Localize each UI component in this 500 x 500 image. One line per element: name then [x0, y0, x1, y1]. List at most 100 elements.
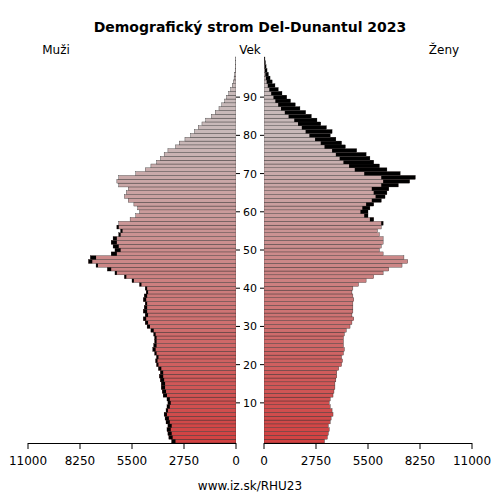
excess-women	[360, 210, 368, 214]
bar-men	[155, 351, 236, 355]
tick	[236, 326, 240, 327]
tick	[260, 250, 264, 251]
bar-women	[264, 294, 353, 298]
bar-men	[117, 225, 236, 229]
bar-men	[111, 252, 236, 256]
bar-men	[136, 214, 236, 218]
excess-men	[157, 355, 159, 359]
excess-men	[89, 260, 93, 264]
bar-men	[143, 309, 236, 313]
bar-men	[235, 61, 236, 65]
bar-women	[264, 279, 366, 283]
bar-men	[162, 389, 236, 393]
bar-women	[264, 61, 265, 65]
bar-women	[264, 202, 374, 206]
bar-women	[264, 111, 306, 115]
tick-label: 11000	[453, 454, 491, 468]
excess-women	[366, 202, 374, 206]
bar-men	[145, 286, 236, 290]
bar-women	[264, 256, 404, 260]
bar-women	[264, 214, 368, 218]
bar-men	[145, 302, 236, 306]
bar-men	[115, 248, 236, 252]
bar-women	[264, 198, 381, 202]
bar-women	[264, 302, 353, 306]
excess-men	[155, 336, 157, 340]
tick	[316, 443, 317, 449]
excess-men	[155, 351, 157, 355]
excess-women	[336, 153, 366, 157]
tick-label: 8250	[65, 454, 96, 468]
excess-women	[372, 198, 381, 202]
bar-men	[144, 294, 236, 298]
tick-label: 80	[243, 129, 257, 142]
excess-women	[381, 175, 415, 179]
bar-women	[264, 195, 385, 199]
bar-men	[145, 168, 236, 172]
excess-women	[364, 172, 400, 176]
excess-women	[370, 218, 374, 222]
excess-women	[268, 84, 275, 88]
bar-women	[264, 244, 381, 248]
excess-men	[166, 420, 170, 424]
tick	[236, 211, 240, 212]
bar-women	[264, 347, 344, 351]
bar-women	[264, 114, 311, 118]
bar-men	[96, 263, 236, 267]
tick	[260, 97, 264, 98]
excess-men	[154, 332, 156, 336]
bar-men	[168, 432, 236, 436]
tick	[260, 364, 264, 365]
tick-label: 8250	[405, 454, 436, 468]
excess-men	[159, 374, 163, 378]
bar-women	[264, 164, 379, 168]
bar-men	[107, 267, 236, 271]
bar-men	[167, 405, 236, 409]
bar-women	[264, 103, 295, 107]
bar-women	[264, 332, 344, 336]
bar-women	[264, 355, 342, 359]
excess-women	[273, 95, 286, 99]
excess-men	[147, 325, 150, 329]
bar-women	[264, 130, 332, 134]
bar-men	[163, 393, 236, 397]
bar-men	[198, 126, 236, 130]
bar-men	[157, 363, 236, 367]
excess-men	[115, 271, 117, 275]
excess-men	[132, 279, 134, 283]
excess-men	[115, 248, 121, 252]
excess-men	[165, 416, 169, 420]
excess-women	[376, 195, 385, 199]
bar-men	[166, 409, 236, 413]
bar-men	[154, 344, 236, 348]
tick-label: 0	[232, 454, 240, 468]
tick	[420, 443, 421, 449]
bar-women	[264, 321, 352, 325]
excess-men	[143, 298, 146, 302]
excess-men	[164, 412, 167, 416]
bar-women	[264, 275, 374, 279]
bar-women	[264, 145, 345, 149]
bar-women	[264, 225, 381, 229]
tick	[236, 402, 240, 403]
bars-men	[89, 57, 236, 443]
bar-women	[264, 405, 330, 409]
bar-women	[264, 432, 328, 436]
bar-men	[168, 149, 236, 153]
excess-women	[271, 91, 282, 95]
tick	[260, 326, 264, 327]
excess-women	[265, 68, 267, 72]
excess-women	[309, 133, 330, 137]
title: Demografický strom Del-Dunantul 2023	[94, 19, 407, 35]
bar-women	[264, 133, 330, 137]
bar-women	[264, 340, 343, 344]
bar-women	[264, 107, 300, 111]
excess-men	[107, 267, 111, 271]
excess-men	[166, 409, 168, 413]
excess-men	[168, 432, 172, 436]
bar-men	[111, 240, 236, 244]
tick	[80, 443, 81, 449]
bar-women	[264, 363, 342, 367]
bar-women	[264, 122, 321, 126]
bar-men	[235, 68, 236, 72]
